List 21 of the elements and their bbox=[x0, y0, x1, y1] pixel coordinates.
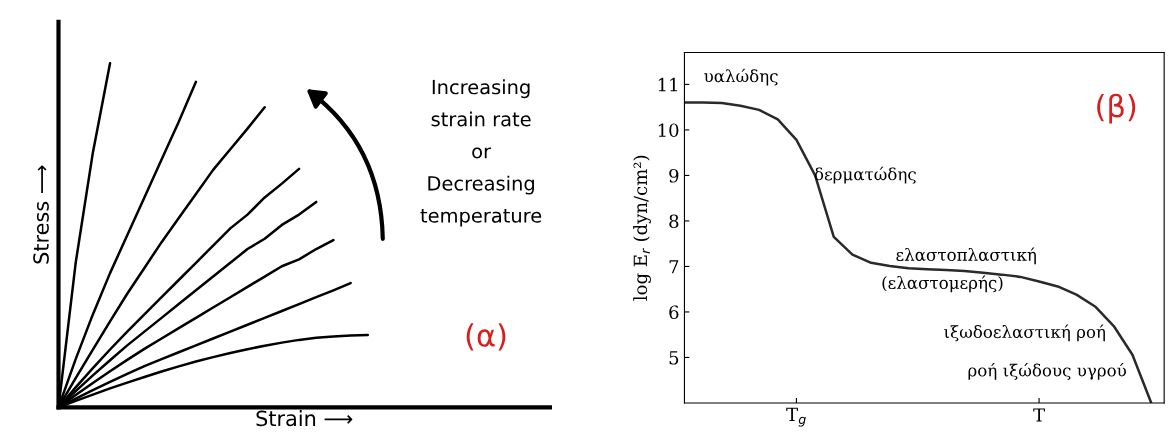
y-axis-title: log E$_{r}$ (dyn/cm²) bbox=[633, 155, 651, 301]
annotation: ιξωδοελαστική ροή bbox=[944, 324, 1105, 342]
y-tick-label: 7 bbox=[669, 260, 679, 274]
y-tick-label: 8 bbox=[669, 214, 679, 229]
text: (α) bbox=[466, 323, 506, 351]
annotation: ελαστοπλαστική bbox=[896, 247, 1036, 265]
text: Increasing strain rate or Decreasing temperature bbox=[420, 79, 542, 227]
annotation: (ελαστομερής) bbox=[882, 275, 1003, 293]
annotation: (β) bbox=[1097, 93, 1136, 124]
x-axis-title: Strain ⟶ bbox=[256, 410, 353, 427]
x-tick-label: T bbox=[1033, 408, 1045, 422]
y-tick-label: 5 bbox=[669, 351, 679, 365]
annotation: δερματώδης bbox=[814, 166, 916, 184]
y-axis-title: Stress ⟶ bbox=[33, 165, 49, 264]
annotation: ροή ιξώδους υγρού bbox=[968, 363, 1126, 380]
y-tick-label: 10 bbox=[658, 123, 679, 138]
annotation: υαλώδης bbox=[704, 68, 778, 86]
y-tick-label: 11 bbox=[658, 77, 678, 92]
x-tick-label: T$_{g}$ bbox=[786, 407, 806, 427]
y-tick-label: 9 bbox=[669, 168, 679, 183]
y-tick-label: 6 bbox=[669, 305, 679, 320]
